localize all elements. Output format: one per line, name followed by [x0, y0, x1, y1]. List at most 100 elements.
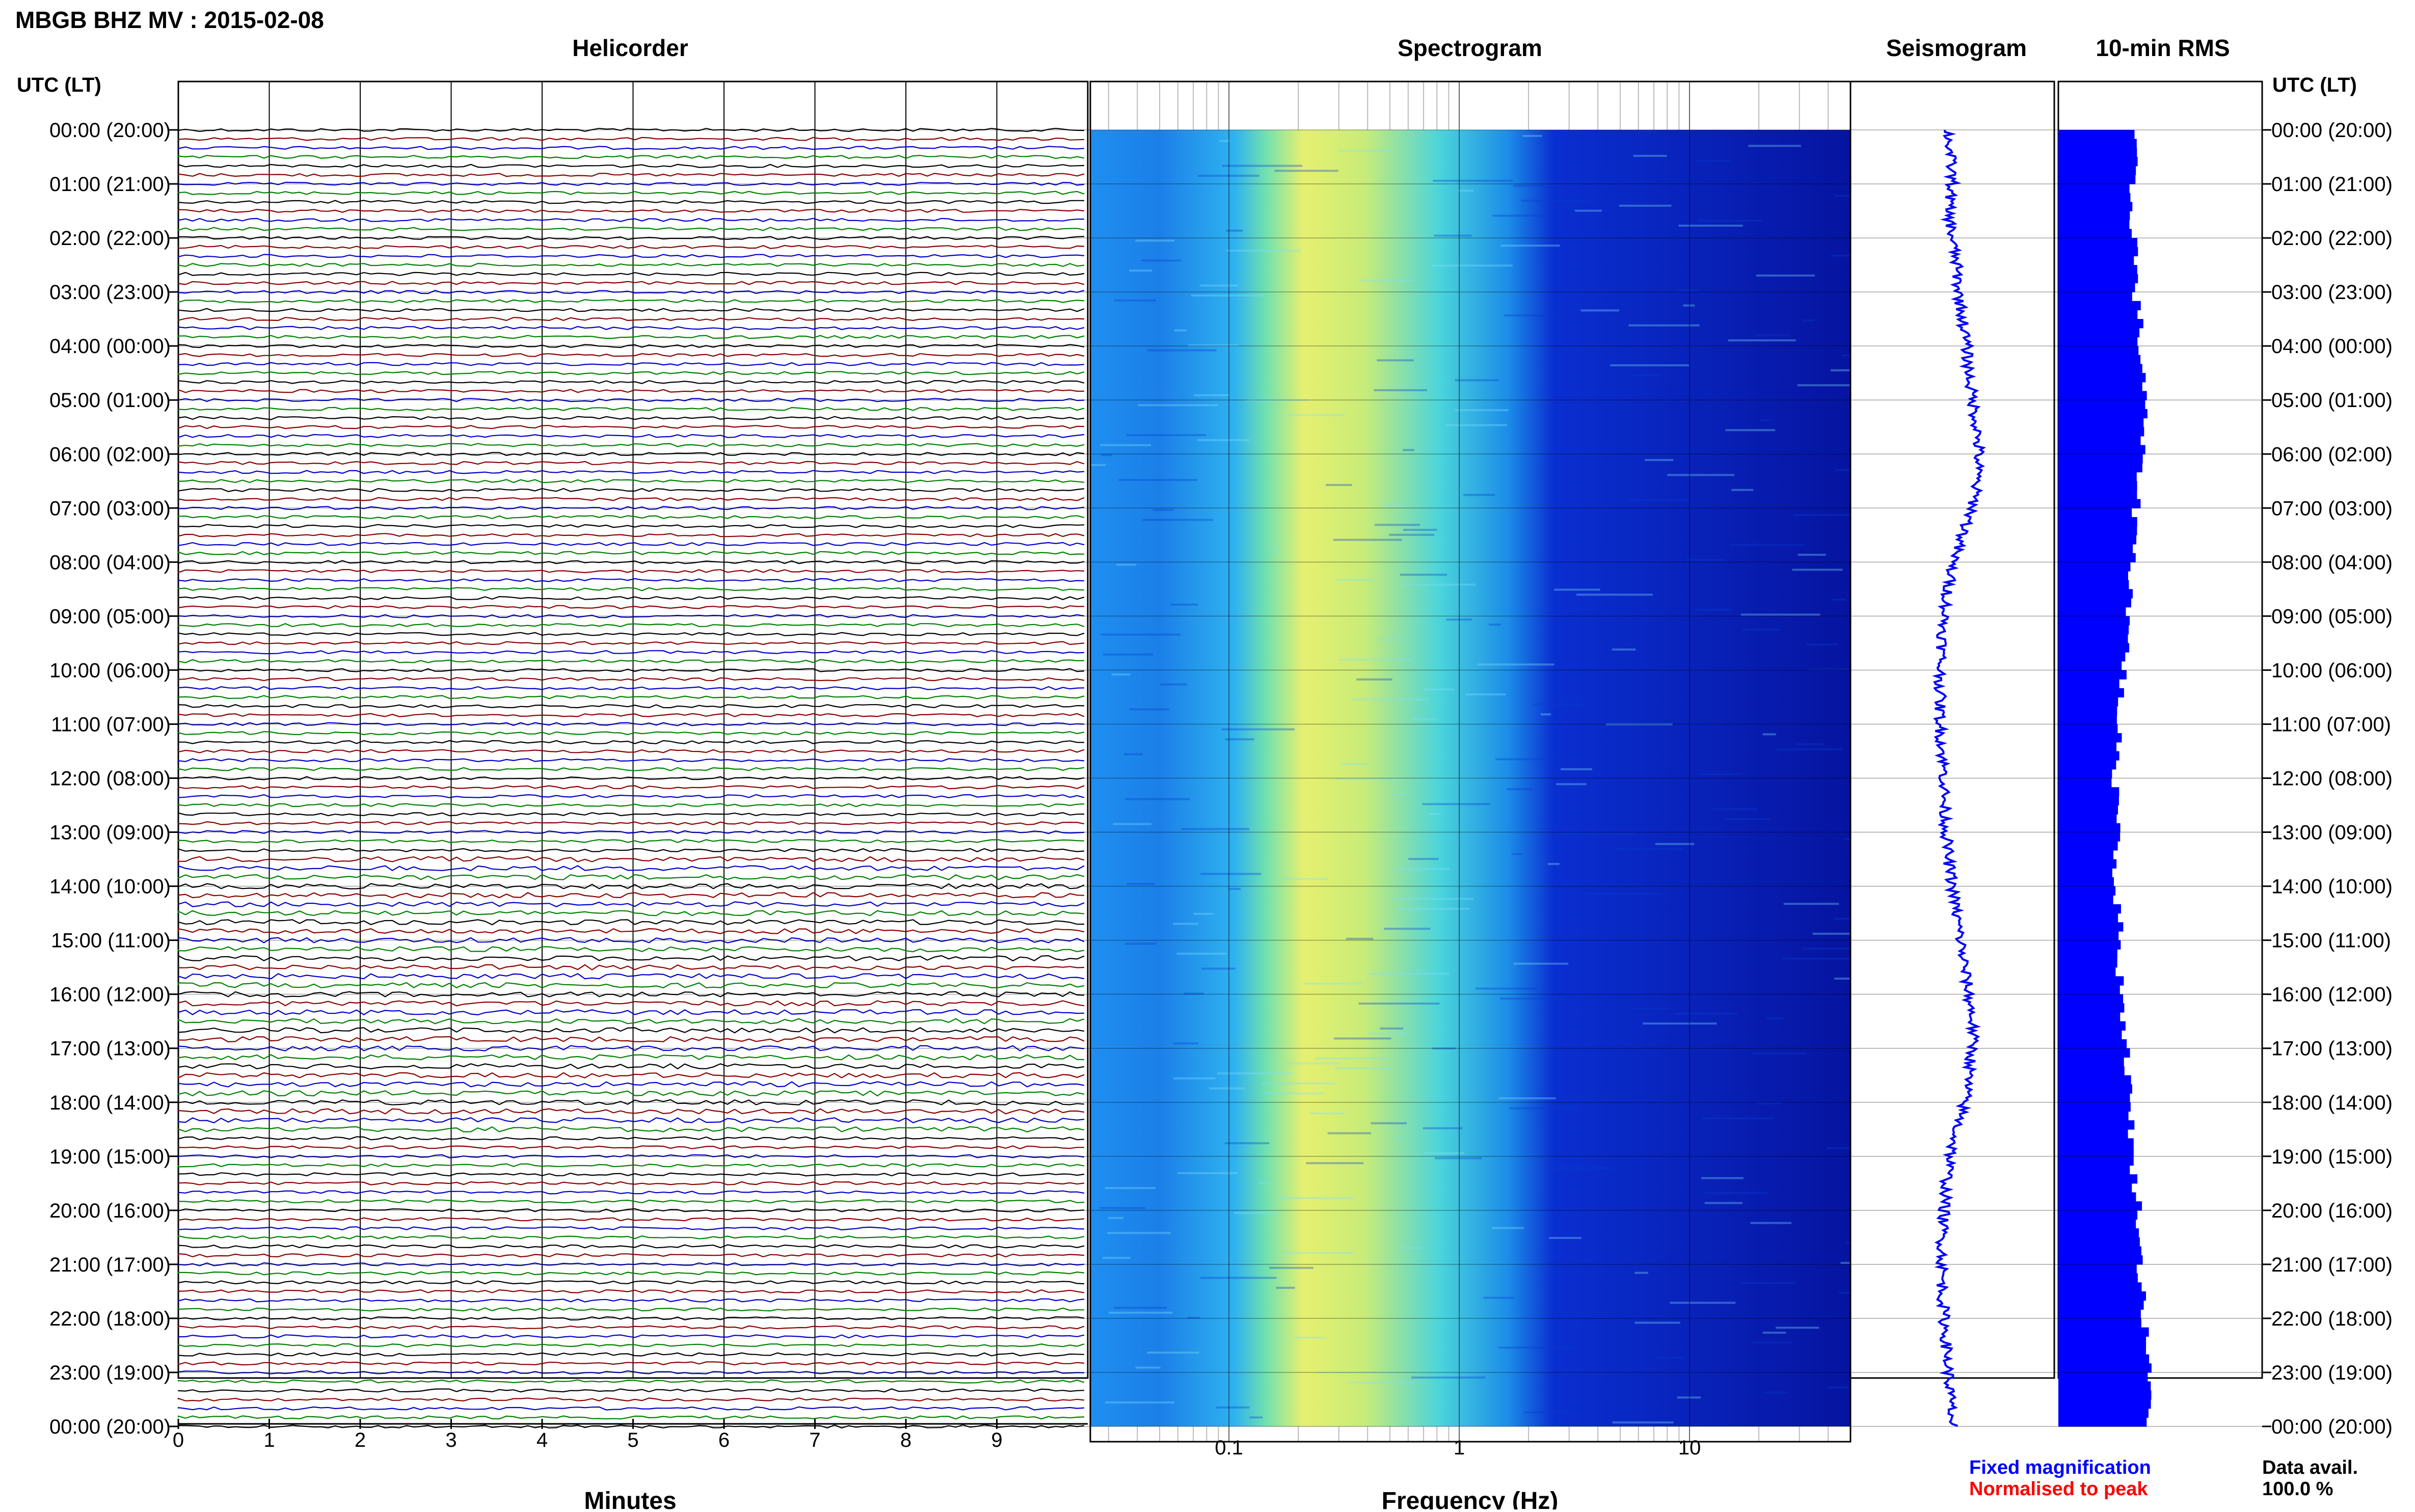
spectrogram-streak: [1101, 633, 1181, 636]
rms-bar: [2058, 814, 2117, 824]
helicorder-trace: [177, 245, 1085, 249]
spectrogram-streak: [1200, 1277, 1277, 1279]
helicorder-minute-tick-label: 7: [809, 1429, 820, 1451]
spectrogram-streak: [1176, 953, 1227, 955]
time-label-right: 16:00 (12:00): [2271, 984, 2393, 1006]
time-label-left: 05:00 (01:00): [49, 389, 171, 412]
helicorder-trace: [177, 1235, 1085, 1239]
time-label-left: 13:00 (09:00): [49, 822, 171, 844]
rms-bar: [2058, 1084, 2132, 1094]
rms-bar: [2058, 715, 2117, 725]
spectrogram-streak: [1351, 698, 1430, 700]
time-label-left: 11:00 (07:00): [51, 713, 171, 736]
helicorder-trace: [177, 1190, 1085, 1195]
rms-bar: [2058, 1408, 2149, 1418]
helicorder-trace: [177, 614, 1085, 618]
time-label-left: 18:00 (14:00): [49, 1092, 171, 1114]
rms-bar: [2058, 1300, 2144, 1310]
spectrogram-streak: [1492, 214, 1549, 217]
rms-bar: [2058, 1309, 2141, 1319]
spectrogram-streak: [1367, 1032, 1408, 1035]
rms-bar: [2058, 526, 2137, 535]
helicorder-trace: [177, 1343, 1085, 1348]
seismogram-panel: [1849, 80, 2055, 1427]
helicorder-trace: [177, 569, 1085, 574]
spectrogram-streak: [1221, 728, 1295, 731]
rms-bar: [2058, 175, 2136, 184]
spectrogram-streak: [1445, 424, 1508, 426]
time-label-right: 05:00 (01:00): [2271, 389, 2393, 412]
time-label-left: 00:00 (20:00): [49, 119, 171, 142]
legend-fixed-magnification: Fixed magnification: [1969, 1457, 2151, 1478]
spectrogram-streak: [1762, 733, 1776, 736]
helicorder-trace: [177, 713, 1085, 717]
spectrogram-streak: [1507, 788, 1533, 791]
spectrogram-streak: [1258, 1182, 1272, 1184]
helicorder-trace: [177, 1397, 1085, 1402]
helicorder-trace: [177, 767, 1085, 771]
spectrogram-streak: [1347, 1381, 1414, 1384]
spectrogram-streak: [1434, 234, 1472, 237]
helicorder-trace: [177, 892, 1085, 899]
time-label-right: 14:00 (10:00): [2271, 876, 2393, 898]
spectrogram-streak: [1125, 942, 1157, 945]
spectrogram-streak: [1500, 245, 1560, 247]
spectrogram-streak: [1126, 883, 1155, 885]
spectrogram-streak: [1397, 908, 1470, 910]
rms-bar: [2058, 301, 2141, 311]
spectrogram-streak: [1105, 1401, 1174, 1404]
rms-bar: [2058, 1111, 2129, 1121]
spectrogram-streak: [1129, 708, 1169, 711]
helicorder-minute-tick-label: 1: [263, 1429, 275, 1451]
time-label-left: 17:00 (13:00): [49, 1038, 171, 1060]
spectrogram-streak: [1173, 1042, 1198, 1045]
spectrogram-streak: [1285, 1062, 1341, 1065]
time-label-left: 06:00 (02:00): [49, 443, 171, 466]
rms-bar: [2058, 877, 2114, 887]
spectrogram-streak: [1393, 898, 1474, 900]
helicorder-minute-tick-label: 9: [991, 1429, 1002, 1451]
spectrogram-streak: [1641, 130, 1656, 132]
rms-bar: [2058, 418, 2144, 427]
spectrogram-streak: [1125, 798, 1190, 800]
helicorder-trace: [177, 856, 1085, 862]
helicorder-trace: [177, 1136, 1085, 1141]
helicorder-trace: [177, 506, 1085, 510]
rms-bar: [2058, 994, 2124, 1004]
spectrogram-streak: [1377, 638, 1404, 641]
helicorder-trace: [177, 1370, 1085, 1375]
helicorder-trace: [177, 1000, 1085, 1007]
time-label-left: 22:00 (18:00): [49, 1308, 171, 1330]
rms-bar: [2058, 787, 2119, 797]
helicorder-trace: [177, 533, 1085, 537]
time-label-right: 23:00 (19:00): [2271, 1362, 2393, 1384]
rms-bar: [2058, 454, 2143, 464]
helicorder-trace: [177, 200, 1085, 204]
spectrogram-streak: [1170, 603, 1198, 606]
helicorder-trace: [177, 299, 1085, 303]
spectrogram-streak: [1263, 1092, 1324, 1095]
helicorder-trace: [177, 704, 1085, 709]
spectrogram-streak: [1269, 1266, 1313, 1269]
spectrogram-streak: [1368, 973, 1450, 975]
spectrogram-streak: [1523, 1411, 1569, 1414]
rms-bar: [2058, 157, 2138, 167]
helicorder-trace: [177, 883, 1085, 889]
spectrogram-streak: [1432, 1047, 1456, 1050]
helicorder-trace: [177, 1244, 1085, 1249]
helicorder-trace: [177, 1280, 1085, 1285]
helicorder-trace: [177, 1072, 1085, 1079]
helicorder-trace: [177, 632, 1085, 636]
spectrogram-streak: [1677, 1396, 1701, 1399]
spectrogram-streak: [1667, 474, 1735, 476]
spectrogram-streak: [1634, 1321, 1680, 1324]
helicorder-trace: [177, 955, 1085, 962]
helicorder-trace: [177, 542, 1085, 547]
spectrogram-streak: [1740, 1282, 1795, 1284]
rms-bar: [2058, 1120, 2135, 1130]
helicorder-trace: [177, 659, 1085, 663]
spectrogram-streak: [1610, 364, 1689, 367]
helicorder-trace: [177, 587, 1085, 591]
helicorder-minute-tick-label: 2: [355, 1429, 366, 1451]
helicorder-trace: [177, 1145, 1084, 1150]
